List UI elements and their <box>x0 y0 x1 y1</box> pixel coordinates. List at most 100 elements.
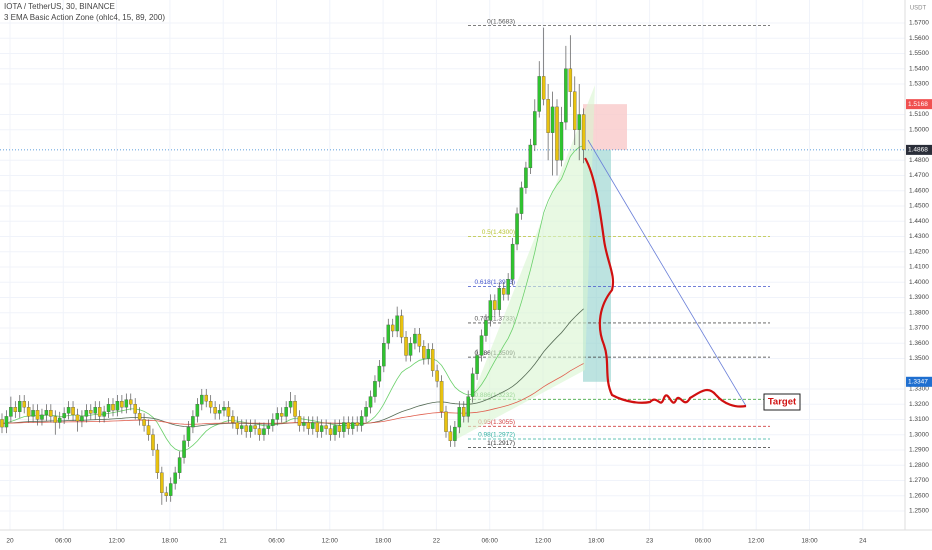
candle-body <box>359 416 364 426</box>
candle-body <box>297 416 302 426</box>
candle-body <box>213 407 217 414</box>
candle-body <box>293 401 297 417</box>
candle-body <box>133 404 137 414</box>
candle-body <box>510 243 515 280</box>
y-tick-label: 1.5000 <box>909 126 929 133</box>
candle-body <box>257 428 262 435</box>
x-tick-label: 20 <box>6 538 14 545</box>
candle-body <box>408 343 413 356</box>
candle-body <box>390 324 395 332</box>
candle-body <box>155 449 160 473</box>
fib-label: 0.95(1.3055) <box>478 419 515 426</box>
y-tick-label: 1.3500 <box>909 355 929 362</box>
y-tick-label: 1.2700 <box>909 477 929 484</box>
candle-body <box>528 144 533 169</box>
candle-body <box>306 422 311 429</box>
main-layer <box>0 27 905 505</box>
candle-body <box>581 114 586 150</box>
candle-body <box>377 365 382 382</box>
candle-body <box>311 422 315 429</box>
x-tick-label: 23 <box>646 538 654 545</box>
fib-label: 0(1.5683) <box>487 18 515 25</box>
y-tick-label: 1.2800 <box>909 462 929 469</box>
candle-body <box>226 407 231 417</box>
candle-body <box>4 416 9 428</box>
candle-body <box>248 425 253 432</box>
y-tick-label: 1.4800 <box>909 157 929 164</box>
candle-body <box>555 106 559 161</box>
candle-body <box>546 99 550 133</box>
candle-body <box>129 399 133 405</box>
candle-body <box>9 407 13 417</box>
candle-body <box>333 425 337 435</box>
y-tick-label: 1.2500 <box>909 508 929 515</box>
x-tick-label: 06:00 <box>268 538 285 545</box>
y-tick-label: 1.5300 <box>909 81 929 88</box>
candle-body <box>151 434 155 451</box>
candle-body <box>142 419 146 426</box>
candle-body <box>368 396 373 408</box>
candle-body <box>444 411 448 432</box>
candle-body <box>462 407 466 417</box>
candle-body <box>342 422 346 432</box>
candle-body <box>524 167 528 188</box>
candle-body <box>253 425 257 429</box>
x-tick-label: 12:00 <box>108 538 125 545</box>
y-tick-label: 1.4400 <box>909 218 929 225</box>
candle-body <box>404 336 408 356</box>
candle-body <box>328 428 333 435</box>
candle-body <box>93 407 97 414</box>
y-tick-label: 1.3200 <box>909 401 929 408</box>
y-tick-label: 1.5700 <box>909 20 929 27</box>
candle-body <box>208 401 213 408</box>
x-tick-label: 24 <box>859 538 867 545</box>
candle-body <box>106 404 111 412</box>
candle-body <box>137 413 142 420</box>
y-tick-label: 1.3800 <box>909 309 929 316</box>
candle-body <box>386 324 391 344</box>
candle-body <box>279 413 284 417</box>
candle-body <box>40 414 44 420</box>
candle-body <box>262 428 266 435</box>
candle-body <box>537 76 541 112</box>
candle-body <box>62 413 66 419</box>
candle-body <box>470 373 475 397</box>
candle-body <box>66 407 71 414</box>
price-label: 1.5168 <box>908 101 928 108</box>
chart-title: IOTA / TetherUS, 30, BINANCE <box>4 2 115 11</box>
candle-body <box>115 401 120 411</box>
candle-body <box>337 425 342 432</box>
candle-body <box>271 419 275 426</box>
candle-body <box>417 333 422 347</box>
y-tick-label: 1.4500 <box>909 203 929 210</box>
candle-body <box>497 288 502 310</box>
y-tick-label: 1.3300 <box>909 386 929 393</box>
candle-body <box>422 346 426 359</box>
annotation-box <box>763 393 801 411</box>
candle-body <box>568 68 573 92</box>
candle-body <box>222 407 226 411</box>
candle-body <box>22 401 26 408</box>
price-label: 1.4868 <box>908 147 928 154</box>
y-tick-label: 1.4100 <box>909 264 929 271</box>
candle-body <box>457 407 462 428</box>
candle-body <box>550 106 555 133</box>
candle-body <box>275 413 280 420</box>
y-tick-label: 1.2600 <box>909 492 929 499</box>
ema-line <box>2 363 584 425</box>
candle-body <box>240 425 244 429</box>
candle-body <box>399 315 404 338</box>
price-label-box <box>906 99 932 110</box>
candle-body <box>413 333 417 344</box>
candle-body <box>541 76 546 100</box>
candle-body <box>53 416 58 423</box>
trend-line <box>587 139 747 407</box>
candle-body <box>173 472 177 484</box>
candle-body <box>160 472 164 493</box>
candle-body <box>284 407 288 417</box>
candle-body <box>164 492 169 496</box>
candle-body <box>200 394 204 405</box>
candle-body <box>519 187 524 214</box>
y-tick-label: 1.3600 <box>909 340 929 347</box>
